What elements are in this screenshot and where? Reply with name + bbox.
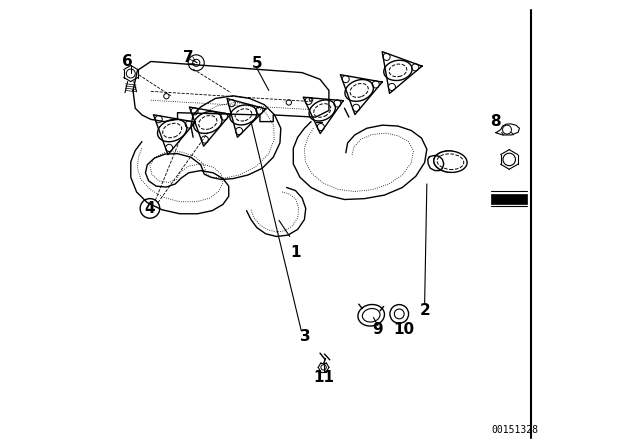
- Text: 8: 8: [490, 114, 501, 129]
- Text: 2: 2: [419, 303, 430, 319]
- Text: 4: 4: [145, 201, 156, 216]
- FancyBboxPatch shape: [492, 194, 527, 204]
- Text: 00151328: 00151328: [491, 426, 538, 435]
- Text: 11: 11: [313, 370, 334, 385]
- Text: 7: 7: [183, 50, 194, 65]
- Text: 3: 3: [300, 329, 311, 344]
- Text: 10: 10: [393, 323, 414, 337]
- Ellipse shape: [358, 305, 385, 326]
- Text: 9: 9: [372, 323, 383, 337]
- Text: 1: 1: [291, 246, 301, 260]
- Text: 6: 6: [122, 54, 133, 69]
- Text: 5: 5: [252, 56, 262, 71]
- Ellipse shape: [434, 151, 467, 172]
- Ellipse shape: [362, 309, 380, 322]
